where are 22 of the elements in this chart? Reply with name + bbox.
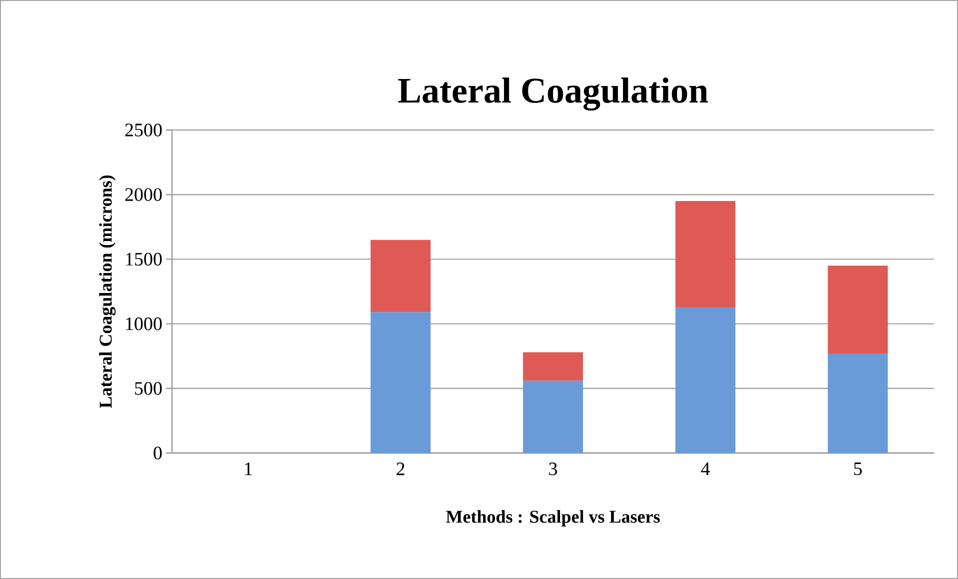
bar — [675, 201, 736, 308]
bar — [370, 240, 431, 312]
y-tick-label: 1500 — [126, 252, 162, 266]
bar — [828, 266, 888, 354]
y-tick-label: 1000 — [126, 317, 162, 330]
bar — [828, 354, 888, 453]
bar — [675, 307, 736, 453]
y-tick-label: 0 — [154, 446, 162, 460]
bar — [523, 352, 583, 381]
y-axis-title: Lateral Coagulation (microns) — [99, 175, 116, 408]
x-tick-label: 2 — [396, 462, 404, 476]
y-tick-label: 2500 — [125, 124, 162, 136]
x-tick-label: 3 — [549, 462, 558, 476]
bar — [370, 312, 431, 453]
x-tick-label: 1 — [245, 462, 252, 476]
y-tick-label: 500 — [135, 382, 162, 395]
y-tick-label: 2000 — [125, 188, 162, 202]
x-tick-label: 4 — [701, 462, 710, 476]
x-axis-title: Methods : Scalpel vs Lasers — [446, 510, 660, 526]
bar — [523, 380, 583, 453]
chart-title: Lateral Coagulation — [398, 78, 708, 110]
x-tick-label: 5 — [854, 462, 862, 476]
